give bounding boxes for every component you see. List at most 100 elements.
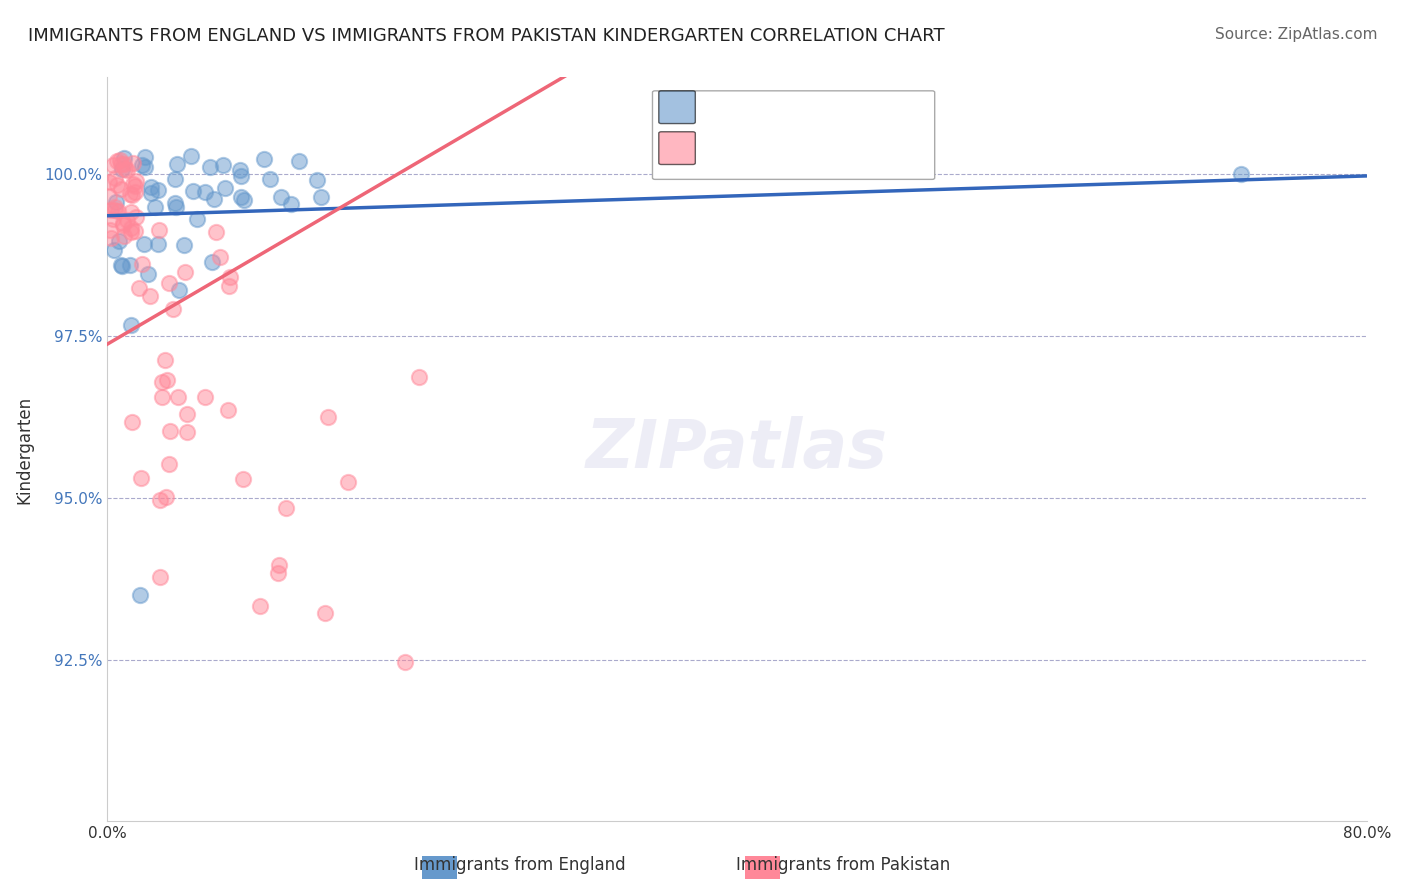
Point xyxy=(121,156,143,170)
Point xyxy=(124,186,146,200)
Point xyxy=(274,501,297,516)
Point xyxy=(115,163,138,178)
Point xyxy=(314,606,336,620)
Point xyxy=(155,352,177,367)
Point xyxy=(149,492,172,507)
Point xyxy=(156,373,179,387)
Point xyxy=(173,238,195,252)
Point xyxy=(146,183,169,197)
Point xyxy=(157,276,180,290)
Point xyxy=(121,187,143,202)
Point xyxy=(98,222,121,236)
Point xyxy=(228,163,250,178)
Point xyxy=(101,158,124,172)
Point xyxy=(152,390,174,404)
Point xyxy=(174,265,197,279)
Point xyxy=(167,390,190,404)
Point xyxy=(394,655,416,669)
Point xyxy=(176,425,198,439)
Point xyxy=(105,154,128,169)
Point xyxy=(194,390,217,404)
Point xyxy=(118,258,141,272)
Point xyxy=(181,184,204,198)
Point xyxy=(124,174,146,188)
Point xyxy=(117,213,139,227)
Point xyxy=(120,225,142,239)
Point xyxy=(131,158,153,172)
Point xyxy=(316,410,339,425)
Point xyxy=(112,157,135,171)
Point xyxy=(143,200,166,214)
Point xyxy=(110,153,132,168)
Point xyxy=(141,186,163,200)
Y-axis label: Kindergarten: Kindergarten xyxy=(15,395,32,503)
Point xyxy=(110,157,132,171)
Point xyxy=(211,158,233,172)
Point xyxy=(176,407,198,421)
Text: Immigrants from Pakistan: Immigrants from Pakistan xyxy=(737,856,950,874)
Point xyxy=(100,231,122,245)
Point xyxy=(104,203,127,218)
Point xyxy=(111,162,134,177)
FancyBboxPatch shape xyxy=(652,91,935,179)
Point xyxy=(128,281,150,295)
Point xyxy=(267,566,290,581)
Text: IMMIGRANTS FROM ENGLAND VS IMMIGRANTS FROM PAKISTAN KINDERGARTEN CORRELATION CHA: IMMIGRANTS FROM ENGLAND VS IMMIGRANTS FR… xyxy=(28,27,945,45)
Point xyxy=(259,171,281,186)
Point xyxy=(287,153,309,168)
Point xyxy=(253,152,276,166)
Point xyxy=(107,235,129,249)
Point xyxy=(105,195,128,210)
Point xyxy=(110,182,132,196)
Point xyxy=(134,160,156,174)
Point xyxy=(104,171,127,186)
Point xyxy=(217,403,239,417)
Point xyxy=(111,259,134,273)
Point xyxy=(103,243,125,257)
Point xyxy=(214,181,236,195)
Point xyxy=(112,218,135,232)
Point xyxy=(129,471,152,485)
Point xyxy=(120,220,142,235)
Point xyxy=(149,570,172,584)
Point xyxy=(198,160,221,174)
FancyBboxPatch shape xyxy=(659,91,696,124)
Point xyxy=(107,203,129,218)
Point xyxy=(218,278,240,293)
Point xyxy=(120,318,142,332)
Point xyxy=(125,211,148,225)
Point xyxy=(132,236,155,251)
Point xyxy=(146,237,169,252)
Point xyxy=(204,226,226,240)
Point xyxy=(155,490,177,504)
Text: R = 0.074   N = 47: R = 0.074 N = 47 xyxy=(702,100,886,118)
Point xyxy=(280,197,302,211)
Point xyxy=(305,173,328,187)
Point xyxy=(107,178,129,192)
Point xyxy=(124,224,146,238)
Point xyxy=(131,257,153,271)
Point xyxy=(159,424,181,438)
Point xyxy=(232,193,254,207)
Point xyxy=(104,200,127,214)
Point xyxy=(166,157,188,171)
Point xyxy=(120,205,142,219)
Point xyxy=(267,558,290,572)
Text: Immigrants from England: Immigrants from England xyxy=(415,856,626,874)
Point xyxy=(270,189,292,203)
Point xyxy=(167,284,190,298)
Point xyxy=(208,250,231,264)
Text: Source: ZipAtlas.com: Source: ZipAtlas.com xyxy=(1215,27,1378,42)
Point xyxy=(121,415,143,429)
Point xyxy=(97,189,120,203)
Point xyxy=(229,190,252,204)
Point xyxy=(232,472,254,486)
Point xyxy=(128,588,150,602)
Point xyxy=(124,178,146,193)
Point xyxy=(139,179,162,194)
Point xyxy=(163,171,186,186)
Point xyxy=(1230,168,1253,182)
Point xyxy=(180,149,202,163)
FancyBboxPatch shape xyxy=(659,132,696,164)
Point xyxy=(112,151,135,165)
